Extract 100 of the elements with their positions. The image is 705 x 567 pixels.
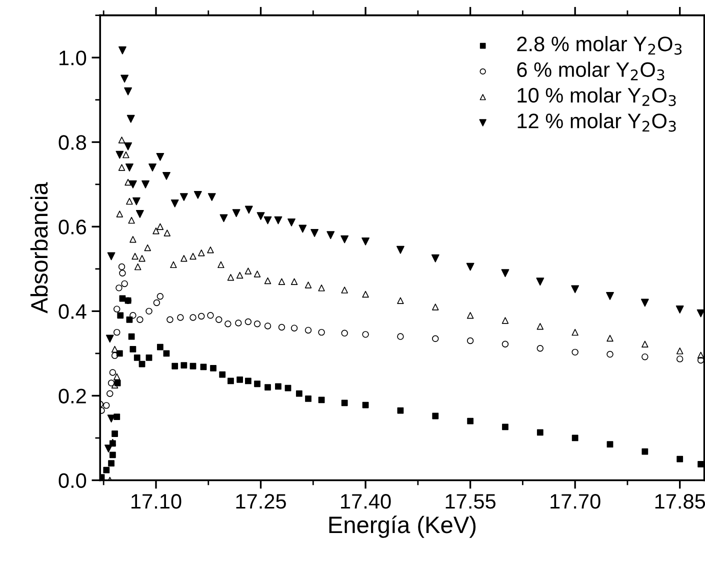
point <box>146 354 152 361</box>
point <box>432 304 439 310</box>
point <box>132 252 138 260</box>
point <box>278 278 286 285</box>
point <box>397 297 404 304</box>
point <box>108 460 114 467</box>
point <box>264 384 271 390</box>
point <box>396 246 404 254</box>
point <box>640 298 649 307</box>
point <box>156 344 164 350</box>
y-axis-title: Absorbancia <box>30 182 48 314</box>
point <box>198 249 205 256</box>
point <box>606 441 614 448</box>
point <box>180 254 188 262</box>
point <box>125 164 134 172</box>
point <box>397 407 404 414</box>
point <box>190 362 196 370</box>
point <box>676 456 684 462</box>
point <box>124 178 132 186</box>
point <box>148 164 156 172</box>
point <box>170 199 179 208</box>
point <box>696 309 704 318</box>
point <box>220 214 228 222</box>
point <box>431 254 440 262</box>
point <box>118 136 126 144</box>
point <box>130 236 136 243</box>
point <box>642 448 648 455</box>
point <box>305 395 312 402</box>
y-tick-label: 0.4 <box>58 304 86 319</box>
point <box>340 235 349 244</box>
point <box>172 362 178 370</box>
y-tick-label: 0.0 <box>58 473 86 488</box>
point <box>502 317 509 324</box>
point <box>104 444 112 453</box>
point <box>124 142 132 150</box>
y-tick-label: 0.2 <box>58 388 86 404</box>
legend-label: 10 % molar Y$_{2}$O$_{3}$ <box>518 87 676 106</box>
point <box>194 190 202 199</box>
point <box>112 430 118 437</box>
point <box>200 364 207 370</box>
point <box>502 424 508 430</box>
point <box>284 384 292 392</box>
point <box>341 286 348 294</box>
point <box>501 269 510 278</box>
point <box>466 312 474 319</box>
point <box>156 223 164 230</box>
x-tick-label: 17.25 <box>236 494 286 509</box>
point <box>126 316 133 323</box>
point <box>362 237 370 246</box>
point <box>116 150 124 159</box>
point <box>163 350 170 357</box>
point <box>170 261 177 268</box>
point <box>152 228 160 234</box>
point <box>318 284 325 292</box>
point <box>132 197 140 206</box>
point <box>296 390 302 397</box>
x-axis-title: Energía (KeV) <box>329 516 476 538</box>
x-tick-label: 17.70 <box>550 494 600 509</box>
point <box>318 396 325 404</box>
x-tick-label: 17.10 <box>132 494 182 509</box>
point <box>304 282 312 288</box>
point <box>254 380 260 388</box>
point <box>106 334 114 343</box>
point <box>236 272 244 279</box>
point <box>571 285 580 294</box>
point <box>536 323 544 330</box>
point <box>467 418 474 424</box>
point <box>116 210 124 218</box>
x-tick-label: 17.55 <box>446 494 496 509</box>
point <box>432 412 439 420</box>
point <box>536 278 544 286</box>
point <box>138 360 146 368</box>
point <box>164 230 171 236</box>
point <box>207 246 214 254</box>
point <box>114 373 120 380</box>
point <box>103 466 110 474</box>
point <box>116 350 123 357</box>
point <box>117 312 124 319</box>
point <box>642 340 648 348</box>
y-tick-label: 0.8 <box>58 135 86 150</box>
point <box>208 193 216 202</box>
point <box>126 198 133 205</box>
point <box>298 224 307 233</box>
point <box>107 252 116 260</box>
point <box>128 180 137 188</box>
point <box>244 268 252 274</box>
point <box>606 334 614 342</box>
point <box>144 244 151 252</box>
point <box>118 46 126 54</box>
point <box>111 346 118 353</box>
point <box>288 218 296 226</box>
point <box>118 164 126 171</box>
point <box>114 414 120 420</box>
point <box>572 434 578 442</box>
point <box>244 206 253 214</box>
legend-label: 6 % molar Y$_{2}$O$_{3}$ <box>517 62 664 80</box>
point <box>128 216 135 224</box>
point <box>232 209 240 218</box>
point <box>227 274 234 281</box>
point <box>275 383 282 390</box>
